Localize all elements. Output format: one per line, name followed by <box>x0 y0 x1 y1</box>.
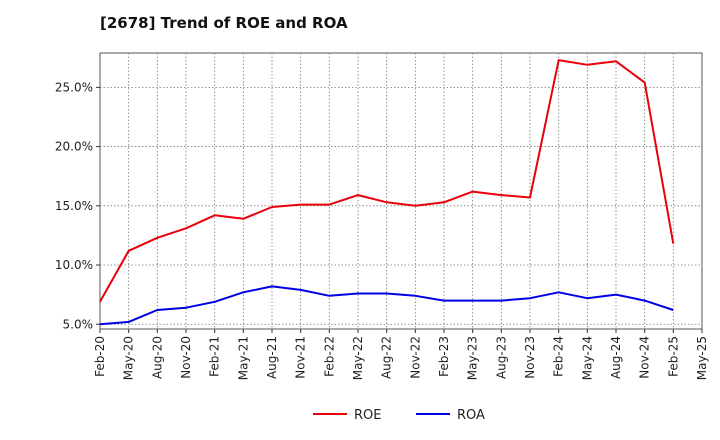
y-tick-label: 25.0% <box>55 80 93 94</box>
x-tick-label: Nov-21 <box>294 336 308 379</box>
legend-label-roa: ROA <box>457 408 485 423</box>
x-tick-label: Aug-20 <box>150 336 164 379</box>
x-tick-label: Feb-20 <box>93 336 107 377</box>
y-axis-ticks: 5.0% 10.0% 15.0% 20.0% 25.0% <box>55 80 100 331</box>
x-tick-label: Feb-21 <box>208 336 222 377</box>
x-tick-label: Feb-23 <box>437 336 451 377</box>
x-tick-label: Feb-25 <box>666 336 680 377</box>
x-tick-label: Aug-22 <box>380 336 394 379</box>
series-line-roa <box>99 285 674 326</box>
series-line-roe <box>99 59 675 303</box>
x-tick-label: May-23 <box>466 336 480 380</box>
x-tick-label: Feb-22 <box>322 336 336 377</box>
x-tick-label: May-24 <box>580 336 594 380</box>
x-tick-label: May-25 <box>695 336 709 380</box>
x-tick-label: Feb-24 <box>552 336 566 377</box>
x-tick-label: Nov-23 <box>523 336 537 379</box>
x-tick-label: May-21 <box>236 336 250 380</box>
y-tick-label: 15.0% <box>55 199 93 213</box>
y-tick-label: 10.0% <box>55 258 93 272</box>
y-tick-label: 20.0% <box>55 140 93 154</box>
series-lines <box>99 59 675 326</box>
plot-area <box>99 52 703 330</box>
x-tick-label: May-22 <box>351 336 365 380</box>
x-tick-label: May-20 <box>122 336 136 380</box>
x-tick-label: Aug-24 <box>609 336 623 379</box>
x-axis-ticks: Feb-20 May-20 Aug-20 Nov-20 Feb-21 May-21 Aug-… <box>93 329 709 380</box>
x-tick-label: Nov-24 <box>638 336 652 379</box>
legend: ROE ROA <box>313 408 485 423</box>
x-tick-label: Nov-22 <box>408 336 422 379</box>
chart-title: [2678] Trend of ROE and ROA <box>100 14 348 32</box>
x-tick-label: Nov-20 <box>179 336 193 379</box>
y-tick-label: 5.0% <box>63 317 94 331</box>
x-tick-label: Aug-21 <box>265 336 279 379</box>
legend-label-roe: ROE <box>354 408 381 423</box>
x-tick-label: Aug-23 <box>494 336 508 379</box>
